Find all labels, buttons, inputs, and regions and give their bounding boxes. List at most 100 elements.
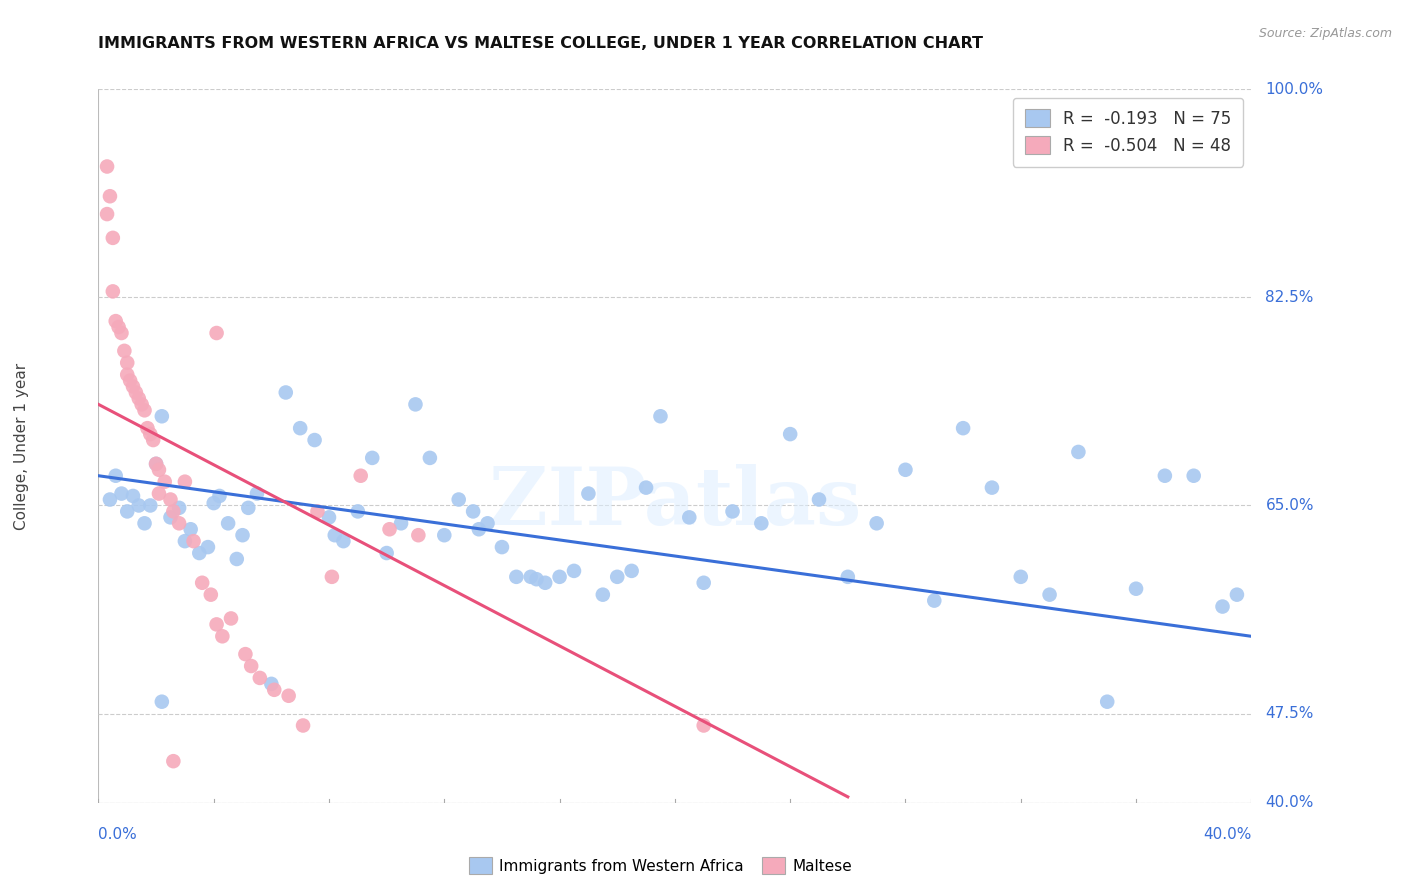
Point <box>120 374 142 388</box>
Text: 82.5%: 82.5% <box>1265 290 1313 305</box>
Point <box>174 475 197 489</box>
Point <box>122 489 145 503</box>
Point <box>238 500 260 515</box>
Point <box>145 457 167 471</box>
Point <box>101 285 124 299</box>
Point <box>246 486 269 500</box>
Point <box>346 504 368 518</box>
Point <box>136 421 159 435</box>
Point <box>128 499 150 513</box>
Text: 40.0%: 40.0% <box>1265 796 1313 810</box>
Point <box>389 516 412 531</box>
Point <box>468 522 491 536</box>
Point <box>534 575 557 590</box>
Point <box>1067 445 1090 459</box>
Point <box>307 504 329 518</box>
Text: 65.0%: 65.0% <box>1265 498 1313 513</box>
Point <box>200 588 222 602</box>
Point <box>1097 695 1119 709</box>
Point <box>202 496 225 510</box>
Point <box>148 486 170 500</box>
Text: 47.5%: 47.5% <box>1265 706 1313 721</box>
Point <box>107 320 129 334</box>
Point <box>491 540 513 554</box>
Point <box>153 475 176 489</box>
Point <box>235 647 257 661</box>
Point <box>304 433 326 447</box>
Point <box>208 489 231 503</box>
Point <box>894 463 917 477</box>
Point <box>205 617 228 632</box>
Point <box>117 504 138 518</box>
Point <box>225 552 247 566</box>
Point <box>865 516 889 531</box>
Point <box>650 409 672 424</box>
Point <box>139 427 162 442</box>
Point <box>1010 570 1032 584</box>
Point <box>606 570 628 584</box>
Point <box>981 481 1004 495</box>
Point <box>145 457 167 471</box>
Point <box>197 540 219 554</box>
Point <box>505 570 527 584</box>
Point <box>159 510 181 524</box>
Point <box>693 718 716 732</box>
Point <box>117 356 138 370</box>
Point <box>375 546 398 560</box>
Point <box>104 468 127 483</box>
Point <box>408 528 430 542</box>
Point <box>162 504 184 518</box>
Point <box>562 564 585 578</box>
Point <box>240 659 263 673</box>
Point <box>101 231 124 245</box>
Point <box>122 379 145 393</box>
Point <box>837 570 859 584</box>
Point <box>461 504 484 518</box>
Point <box>447 492 470 507</box>
Point <box>779 427 801 442</box>
Point <box>277 689 299 703</box>
Text: 40.0%: 40.0% <box>1204 827 1251 841</box>
Point <box>211 629 233 643</box>
Point <box>520 570 543 584</box>
Point <box>952 421 974 435</box>
Point <box>150 409 173 424</box>
Legend: Immigrants from Western Africa, Maltese: Immigrants from Western Africa, Maltese <box>463 851 859 880</box>
Legend: R =  -0.193   N = 75, R =  -0.504   N = 48: R = -0.193 N = 75, R = -0.504 N = 48 <box>1014 97 1243 167</box>
Text: 0.0%: 0.0% <box>98 827 138 841</box>
Point <box>96 207 118 221</box>
Point <box>274 385 297 400</box>
Point <box>1182 468 1205 483</box>
Point <box>477 516 499 531</box>
Point <box>405 397 427 411</box>
Point <box>292 718 315 732</box>
Point <box>134 516 156 531</box>
Point <box>167 516 190 531</box>
Point <box>378 522 401 536</box>
Point <box>620 564 643 578</box>
Text: IMMIGRANTS FROM WESTERN AFRICA VS MALTESE COLLEGE, UNDER 1 YEAR CORRELATION CHAR: IMMIGRANTS FROM WESTERN AFRICA VS MALTES… <box>98 36 983 51</box>
Point <box>321 570 343 584</box>
Point <box>117 368 138 382</box>
Point <box>433 528 456 542</box>
Point <box>924 593 946 607</box>
Point <box>188 546 211 560</box>
Point <box>131 397 153 411</box>
Point <box>592 588 614 602</box>
Point <box>148 463 170 477</box>
Point <box>191 575 214 590</box>
Point <box>1038 588 1062 602</box>
Point <box>361 450 384 465</box>
Point <box>1226 588 1249 602</box>
Point <box>1153 468 1175 483</box>
Point <box>721 504 744 518</box>
Point <box>249 671 271 685</box>
Text: Source: ZipAtlas.com: Source: ZipAtlas.com <box>1258 27 1392 40</box>
Point <box>217 516 239 531</box>
Point <box>134 403 156 417</box>
Point <box>693 575 716 590</box>
Point <box>1125 582 1147 596</box>
Point <box>323 528 346 542</box>
Point <box>318 510 340 524</box>
Point <box>419 450 441 465</box>
